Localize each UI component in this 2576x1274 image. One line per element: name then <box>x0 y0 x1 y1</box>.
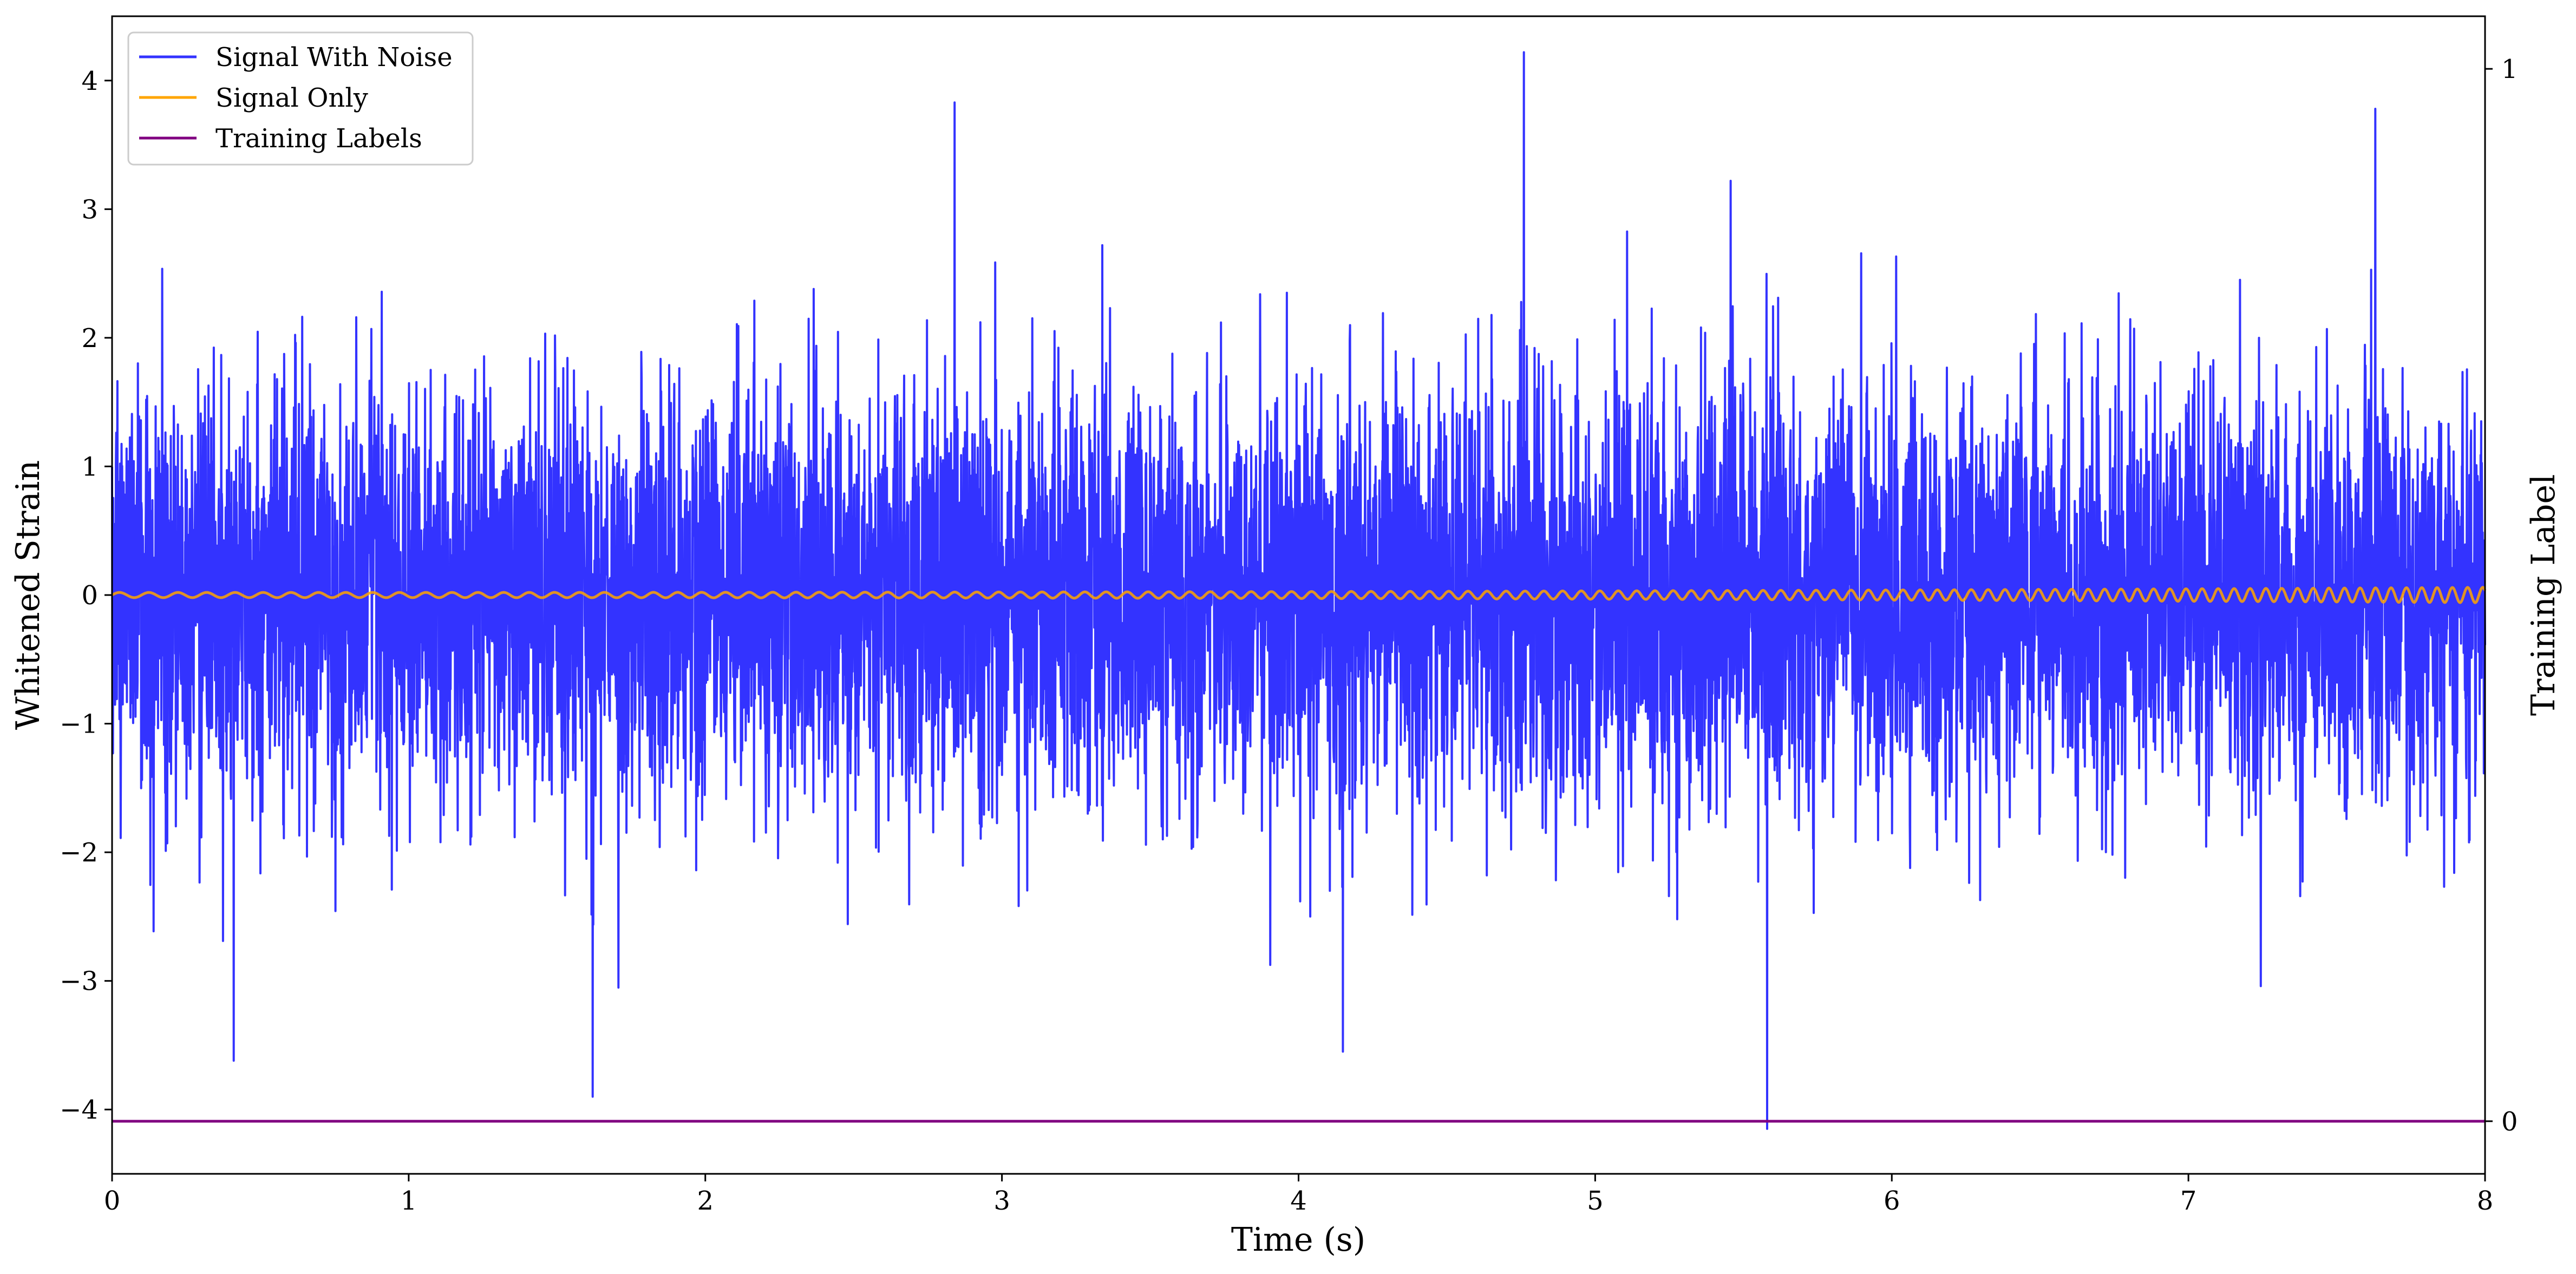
y-tick-label: 0 <box>81 580 98 611</box>
x-tick-label: 4 <box>1290 1186 1307 1216</box>
legend: Signal With Noise Signal Only Training L… <box>127 31 474 166</box>
y-tick-label: 2 <box>81 323 98 354</box>
y-axis: −4 −3 −2 −1 0 1 2 3 4 <box>60 66 112 1125</box>
y2-tick-label: 1 <box>2501 54 2518 84</box>
x-tick-label: 0 <box>104 1186 121 1216</box>
legend-box <box>127 31 474 166</box>
x-tick-label: 7 <box>2180 1186 2197 1216</box>
x-tick-label: 1 <box>401 1186 417 1216</box>
y-tick-label: −1 <box>60 709 98 740</box>
x-tick-label: 3 <box>993 1186 1010 1216</box>
y-tick-label: 4 <box>81 66 98 96</box>
x-tick-label: 5 <box>1587 1186 1604 1216</box>
legend-label-signal-with-noise: Signal With Noise <box>215 42 453 73</box>
series-signal-with-noise <box>111 51 2486 1130</box>
x-axis-title: Time (s) <box>1231 1221 1365 1259</box>
y-tick-label: −2 <box>60 838 98 868</box>
y2-axis: 01 <box>2485 54 2518 1137</box>
y-tick-label: −3 <box>60 966 98 997</box>
x-tick-label: 8 <box>2477 1186 2494 1216</box>
x-tick-label: 6 <box>1884 1186 1900 1216</box>
legend-label-signal-only: Signal Only <box>215 83 368 113</box>
x-axis: 0 1 2 3 4 5 6 7 8 <box>104 1174 2494 1216</box>
x-tick-label: 2 <box>697 1186 714 1216</box>
y-tick-label: 1 <box>81 452 98 482</box>
series-signal-only <box>111 586 2487 604</box>
y-tick-label: 3 <box>81 194 98 225</box>
y-tick-label: −4 <box>60 1095 98 1125</box>
y2-axis-title: Training Label <box>2525 474 2562 716</box>
y2-tick-label: 0 <box>2501 1107 2518 1137</box>
series-layer <box>111 51 2487 1130</box>
legend-label-training-labels: Training Labels <box>215 123 422 154</box>
y-axis-title: Whitened Strain <box>9 460 47 730</box>
